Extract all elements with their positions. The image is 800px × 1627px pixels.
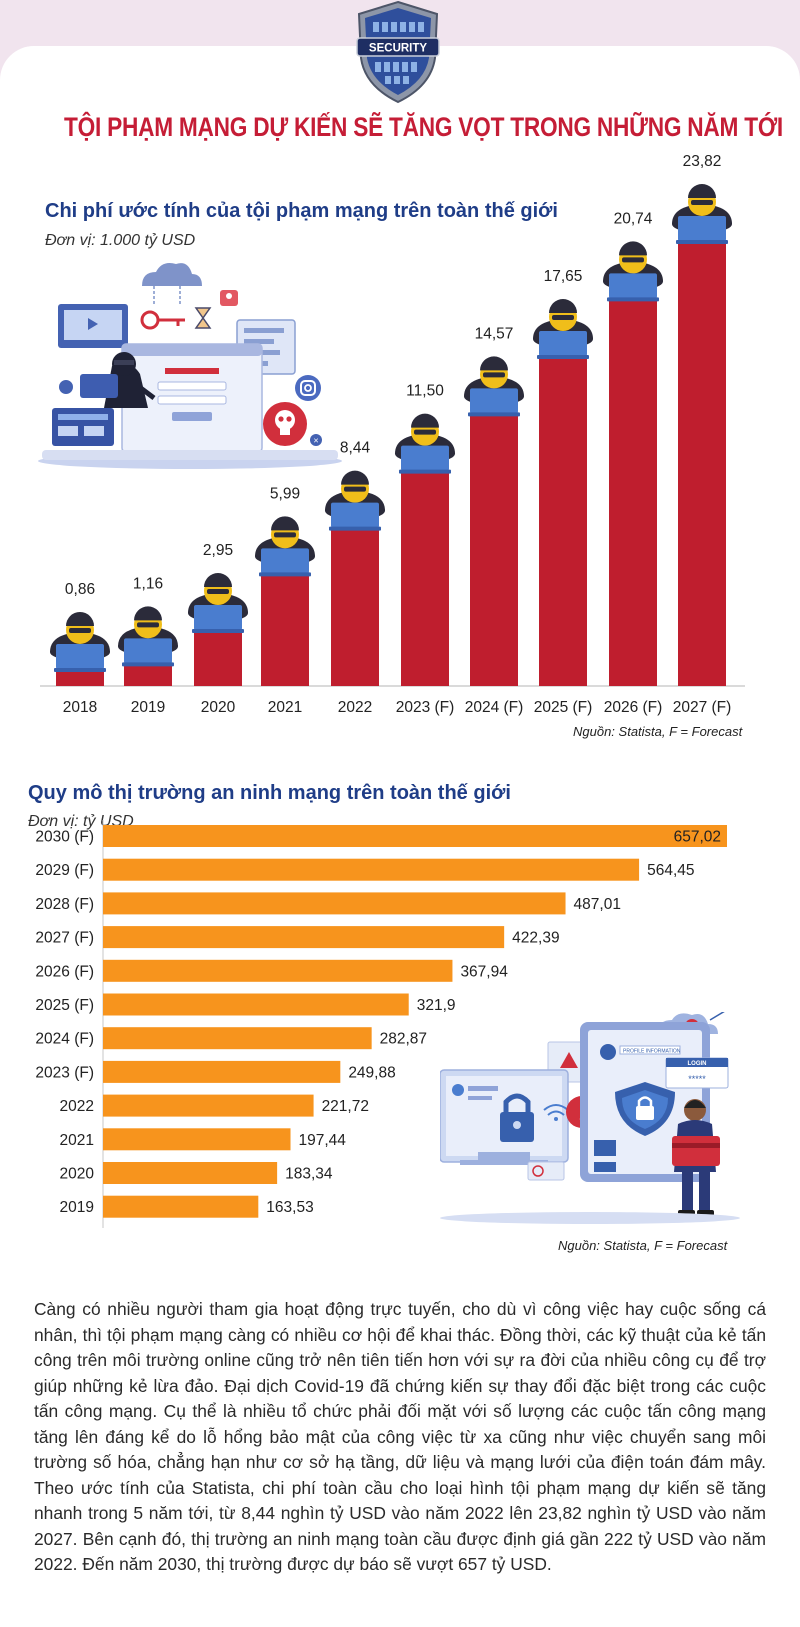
market-bar-2024 (F) — [103, 1027, 372, 1050]
cost-year-label: 2020 — [201, 699, 236, 716]
market-year-label: 2026 (F) — [35, 963, 94, 980]
cost-value-label: 1,16 — [133, 575, 163, 592]
market-value-label: 321,9 — [417, 997, 456, 1014]
cost-year-label: 2025 (F) — [534, 699, 593, 716]
cost-bar-2024 (F) — [470, 414, 518, 686]
cost-year-label: 2019 — [131, 699, 165, 716]
market-bar-2020 — [103, 1162, 278, 1184]
cost-value-label: 8,44 — [340, 440, 371, 457]
market-bar-2019 — [103, 1195, 259, 1218]
profile-info-label: PROFILE INFORMATION — [623, 1049, 681, 1055]
cost-year-label: 2021 — [268, 699, 302, 716]
svg-text:×: × — [313, 436, 318, 446]
market-year-label: 2019 — [60, 1199, 94, 1216]
cost-year-label: 2018 — [63, 699, 97, 716]
cost-bar-2022 — [331, 528, 379, 686]
chart1-title: Chi phí ước tính của tội phạm mạng trên … — [45, 200, 558, 222]
cost-value-label: 23,82 — [683, 153, 722, 170]
security-shield-badge: SECURITY — [356, 0, 440, 104]
body-paragraph: Càng có nhiều người tham gia hoạt động t… — [34, 1299, 766, 1574]
market-value-label: 282,87 — [380, 1031, 427, 1048]
hacker-icon — [533, 299, 593, 360]
market-value-label: 249,88 — [348, 1064, 395, 1081]
chart1-source-note: Nguồn: Statista, F = Forecast — [573, 724, 743, 739]
cybersecurity-market-chart: 2030 (F) 657,02 2029 (F) 564,45 2028 (F) 487,… — [35, 820, 727, 1228]
cost-year-label: 2024 (F) — [465, 699, 524, 716]
market-bar-2023 (F) — [103, 1060, 341, 1083]
market-year-label: 2030 (F) — [35, 829, 94, 846]
market-value-label: 221,72 — [322, 1098, 369, 1115]
hacker-icon — [672, 184, 732, 244]
login-label: LOGIN — [688, 1061, 707, 1067]
market-value-label: 422,39 — [512, 930, 559, 947]
hacker-icon — [603, 241, 663, 302]
market-value-label: 487,01 — [574, 896, 621, 913]
chart2-title: Quy mô thị trường an ninh mạng trên toàn… — [28, 782, 511, 804]
cost-value-label: 20,74 — [614, 210, 653, 227]
market-year-label: 2029 (F) — [35, 862, 94, 879]
cost-value-label: 5,99 — [270, 485, 300, 502]
hacker-laptop-illustration: × — [38, 263, 342, 469]
market-bar-2030 (F) — [103, 825, 727, 847]
market-value-label: 657,02 — [674, 829, 721, 846]
market-bar-2021 — [103, 1128, 291, 1151]
cost-value-label: 14,57 — [475, 325, 514, 342]
hacker-icon — [50, 611, 110, 672]
market-bar-2028 (F) — [103, 892, 566, 915]
market-year-label: 2020 — [60, 1166, 95, 1183]
market-value-label: 197,44 — [299, 1132, 347, 1149]
badge-text: SECURITY — [369, 43, 427, 55]
hacker-icon — [395, 413, 455, 474]
chart2-source-note: Nguồn: Statista, F = Forecast — [558, 1238, 728, 1253]
cost-bar-2025 (F) — [539, 357, 587, 686]
market-year-label: 2028 (F) — [35, 896, 94, 913]
cybersecurity-shield-illustration: PROFILE INFORMATION LOGIN ***** — [440, 1012, 740, 1224]
market-bar-2022 — [103, 1094, 314, 1117]
cost-value-label: 0,86 — [65, 581, 95, 598]
cost-year-label: 2026 (F) — [604, 699, 663, 716]
hacker-icon — [255, 516, 315, 577]
cost-bar-2020 — [194, 631, 242, 686]
hacker-icon — [325, 470, 385, 531]
market-value-label: 183,34 — [285, 1166, 333, 1183]
cost-bar-2023 (F) — [401, 471, 449, 686]
cost-year-label: 2027 (F) — [673, 699, 732, 716]
cost-year-label: 2022 — [338, 699, 372, 716]
market-year-label: 2025 (F) — [35, 997, 94, 1014]
market-bar-2025 (F) — [103, 993, 409, 1016]
market-bar-2027 (F) — [103, 926, 505, 949]
market-value-label: 564,45 — [647, 862, 694, 879]
page-title: TỘI PHẠM MẠNG DỰ KIẾN SẼ TĂNG VỌT TRONG … — [64, 112, 783, 142]
cost-year-label: 2023 (F) — [396, 699, 455, 716]
cost-bar-2019 — [124, 664, 172, 686]
hacker-icon — [188, 573, 248, 634]
market-year-label: 2024 (F) — [35, 1031, 94, 1048]
hacker-icon — [118, 606, 178, 667]
market-value-label: 367,94 — [460, 963, 508, 980]
market-year-label: 2022 — [60, 1098, 94, 1115]
cost-bar-2021 — [261, 574, 309, 686]
cybercrime-cost-chart: 0,86 2018 1,16 2019 2,95 2020 5,99 2021 8,44 2022… — [40, 153, 745, 716]
cost-bar-2026 (F) — [609, 299, 657, 686]
market-year-label: 2023 (F) — [35, 1064, 94, 1081]
market-bar-2029 (F) — [103, 858, 640, 881]
cost-bar-2018 — [56, 669, 104, 686]
cost-bar-2027 (F) — [678, 242, 726, 686]
market-value-label: 163,53 — [266, 1199, 313, 1216]
hacker-icon — [464, 356, 524, 417]
chart1-unit: Đơn vị: 1.000 tỷ USD — [45, 232, 196, 249]
market-year-label: 2021 — [60, 1132, 94, 1149]
login-password: ***** — [688, 1074, 706, 1084]
cost-value-label: 11,50 — [406, 383, 444, 400]
market-bar-2026 (F) — [103, 959, 453, 982]
cost-value-label: 2,95 — [203, 542, 233, 559]
cost-value-label: 17,65 — [544, 268, 583, 285]
market-year-label: 2027 (F) — [35, 930, 94, 947]
